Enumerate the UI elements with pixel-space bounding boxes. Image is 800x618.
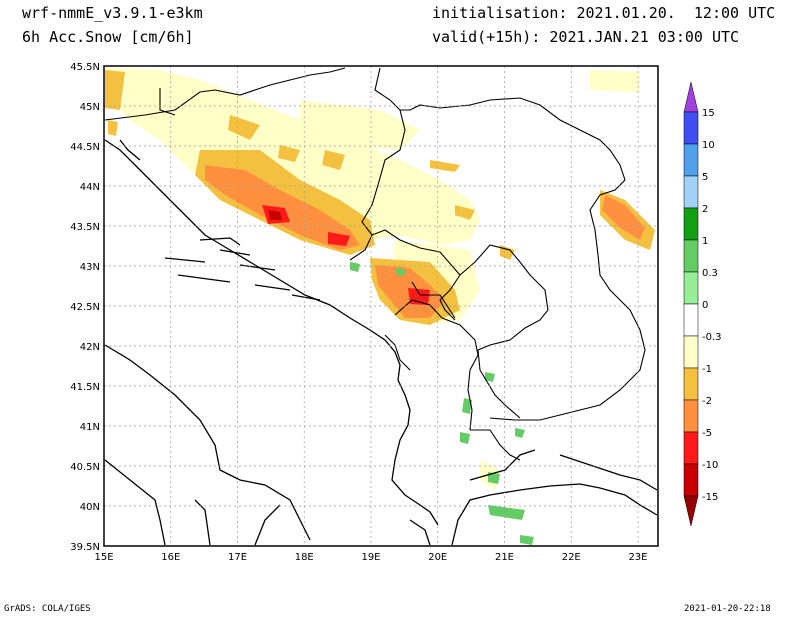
colorbar-label: 1 — [702, 236, 708, 247]
lon-tick-label: 22E — [562, 552, 581, 563]
latitude-labels: 45.5N 45N 44.5N 44N 43.5N 43N 42.5N 42N 41.5N 41N… — [70, 62, 100, 553]
colorbar-swatch — [683, 143, 699, 177]
coastlines — [104, 139, 658, 546]
colorbar-label: 2 — [702, 204, 708, 215]
lat-lon-grid — [104, 66, 658, 546]
lon-tick-label: 15E — [94, 552, 113, 563]
lon-tick-label: 21E — [495, 552, 514, 563]
lat-tick-label: 42N — [80, 342, 100, 353]
colorbar-swatch — [683, 367, 699, 401]
colorbar-label: -5 — [702, 428, 712, 439]
lat-tick-label: 45N — [80, 102, 100, 113]
colorbar-swatch — [683, 175, 699, 209]
lat-tick-label: 45.5N — [70, 62, 100, 73]
grads-credit: GrADS: COLA/IGES — [4, 604, 91, 614]
lat-tick-label: 41N — [80, 422, 100, 433]
map-frame — [103, 65, 659, 547]
lat-tick-label: 43.5N — [70, 222, 100, 233]
colorbar-swatch — [683, 463, 699, 497]
colorbar-swatch — [683, 399, 699, 433]
colorbar-label: 10 — [702, 140, 715, 151]
lon-tick-label: 16E — [161, 552, 180, 563]
borders — [104, 67, 646, 461]
lat-tick-label: 44N — [80, 182, 100, 193]
lon-tick-label: 18E — [295, 552, 314, 563]
colorbar-label: -15 — [702, 492, 718, 503]
lon-tick-label: 23E — [628, 552, 647, 563]
colorbar-bottom-arrow — [683, 495, 699, 527]
model-title: wrf-nmmE_v3.9.1-e3km — [22, 4, 203, 22]
lon-tick-label: 19E — [361, 552, 380, 563]
colorbar-swatch — [683, 431, 699, 465]
lat-tick-label: 40.5N — [70, 462, 100, 473]
lat-tick-label: 39.5N — [70, 542, 100, 553]
colorbar-swatch — [683, 335, 699, 369]
initialisation-time: initialisation: 2021.01.20. 12:00 UTC — [432, 4, 776, 22]
colorbar-label: -1 — [702, 364, 712, 375]
lat-tick-label: 44.5N — [70, 142, 100, 153]
colorbar-label: -2 — [702, 396, 712, 407]
snow-field — [105, 68, 655, 545]
colorbar-label: 5 — [702, 172, 708, 183]
colorbar-swatch — [683, 207, 699, 241]
colorbar: 15 10 5 2 1 0.3 0 -0.3 -1 -2 -5 -10 -15 — [683, 81, 722, 527]
colorbar-label: 0.3 — [702, 268, 718, 279]
lat-tick-label: 42.5N — [70, 302, 100, 313]
colorbar-label: -0.3 — [702, 332, 722, 343]
colorbar-top-arrow — [683, 81, 699, 113]
field-title: 6h Acc.Snow [cm/6h] — [22, 28, 194, 46]
lon-tick-label: 17E — [228, 552, 247, 563]
colorbar-swatch — [683, 111, 699, 145]
colorbar-swatch — [683, 239, 699, 273]
colorbar-label: -10 — [702, 460, 718, 471]
run-timestamp: 2021-01-20-22:18 — [684, 604, 771, 614]
lat-tick-label: 43N — [80, 262, 100, 273]
longitude-labels: 15E 16E 17E 18E 19E 20E 21E 22E 23E — [94, 552, 647, 563]
lat-tick-label: 40N — [80, 502, 100, 513]
valid-time: valid(+15h): 2021.JAN.21 03:00 UTC — [432, 28, 740, 46]
colorbar-swatch — [683, 303, 699, 337]
colorbar-label: 15 — [702, 108, 715, 119]
colorbar-swatch — [683, 271, 699, 305]
colorbar-label: 0 — [702, 300, 708, 311]
plot-area — [103, 65, 659, 547]
lon-tick-label: 20E — [428, 552, 447, 563]
lat-tick-label: 41.5N — [70, 382, 100, 393]
